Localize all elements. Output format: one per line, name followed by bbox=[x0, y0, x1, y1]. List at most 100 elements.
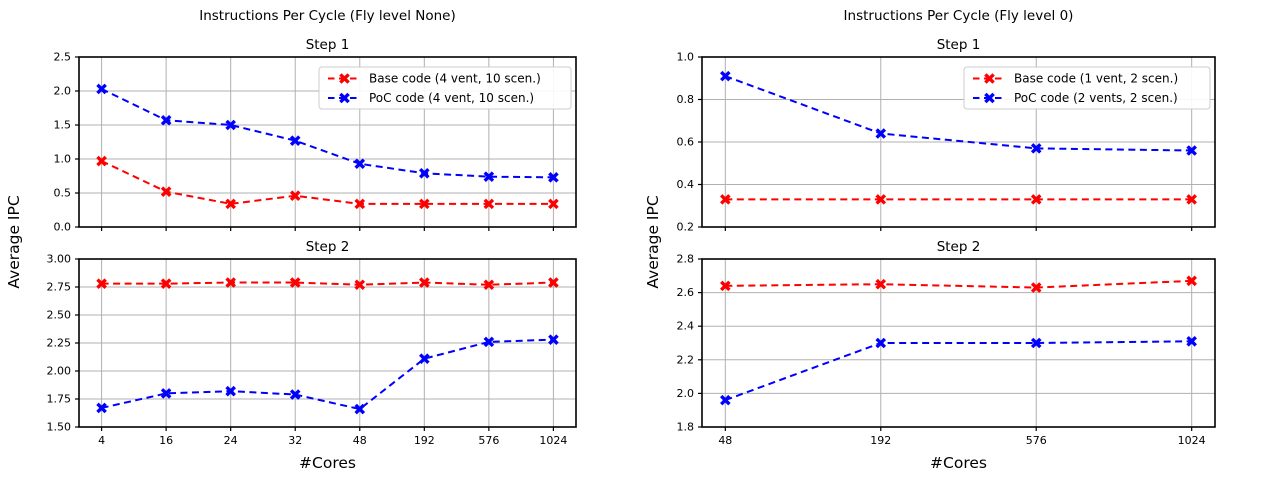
data-point-marker bbox=[1030, 282, 1042, 293]
legend-label: PoC code (4 vent, 10 scen.) bbox=[369, 91, 534, 105]
y-tick-label: 0.8 bbox=[677, 93, 695, 106]
series-line bbox=[724, 340, 1192, 402]
y-tick-label: 2.5 bbox=[54, 51, 72, 64]
legend-box bbox=[963, 66, 1211, 110]
data-point-marker bbox=[289, 135, 301, 146]
x-tick-label: 1024 bbox=[1178, 434, 1206, 447]
subplot-step-1: 0.0 0.5 1.0 1.5 2.0 2.5 Step 1 Base code (4 ven… bbox=[54, 37, 577, 234]
data-point-marker bbox=[1186, 145, 1197, 156]
data-point-marker bbox=[720, 70, 731, 82]
data-point-marker bbox=[548, 198, 559, 210]
y-tick-label: 0.5 bbox=[54, 187, 72, 200]
legend-sample-marker bbox=[339, 92, 350, 104]
data-point-marker bbox=[354, 279, 366, 291]
y-tick-label: 0.6 bbox=[677, 136, 695, 149]
data-point-marker bbox=[1186, 336, 1197, 347]
y-tick-label: 1.50 bbox=[47, 421, 72, 434]
x-tick-label: 192 bbox=[870, 434, 891, 447]
y-tick-label: 0.0 bbox=[54, 221, 72, 234]
data-point-marker bbox=[548, 277, 559, 288]
y-tick-label: 2.75 bbox=[47, 281, 72, 294]
y-tick-label: 1.0 bbox=[54, 153, 72, 166]
y-tick-label: 0.4 bbox=[677, 178, 695, 191]
data-point-marker bbox=[160, 388, 172, 399]
legend-box bbox=[318, 66, 572, 110]
x-axis-label: #Cores bbox=[930, 454, 987, 472]
y-tick-label: 2.4 bbox=[677, 320, 695, 333]
data-point-marker bbox=[548, 172, 559, 183]
data-point-marker bbox=[483, 336, 495, 348]
y-tick-label: 1.75 bbox=[47, 393, 72, 406]
legend-label: PoC code (2 vents, 2 scen.) bbox=[1014, 91, 1178, 105]
figure-fly-level-none: Instructions Per Cycle (Fly level None) A… bbox=[5, 8, 577, 472]
data-point-marker bbox=[483, 171, 495, 182]
legend-sample-marker bbox=[984, 73, 995, 84]
data-point-marker bbox=[160, 114, 172, 126]
data-point-marker bbox=[1030, 143, 1042, 154]
data-point-marker bbox=[96, 402, 107, 414]
y-tick-label: 1.0 bbox=[677, 51, 695, 64]
y-tick-label: 2.0 bbox=[677, 387, 695, 400]
series-line bbox=[724, 75, 1192, 152]
x-tick-label: 576 bbox=[1026, 434, 1047, 447]
data-point-marker bbox=[225, 277, 236, 288]
subplot-step-2: 1.50 1.75 2.00 2.25 2.50 2.75 3.00 Step 2 4 16 24 3… bbox=[47, 239, 577, 472]
y-tick-label: 2.50 bbox=[47, 309, 72, 322]
data-point-marker bbox=[289, 389, 301, 400]
x-tick-label: 16 bbox=[159, 434, 173, 447]
data-point-marker bbox=[1186, 275, 1197, 287]
data-point-marker bbox=[1030, 337, 1042, 349]
chart-fly-level-none: Instructions Per Cycle (Fly level None) A… bbox=[5, 8, 577, 472]
y-tick-label: 2.8 bbox=[677, 253, 695, 266]
figure-fly-level-0: Instructions Per Cycle (Fly level 0) Aver… bbox=[641, 0, 1281, 481]
data-point-marker bbox=[160, 278, 172, 289]
y-tick-label: 1.5 bbox=[54, 119, 72, 132]
data-point-marker bbox=[160, 186, 172, 197]
x-tick-label: 48 bbox=[718, 434, 732, 447]
data-point-marker bbox=[875, 128, 887, 139]
figure-title: Instructions Per Cycle (Fly level None) bbox=[199, 8, 456, 24]
x-tick-label: 24 bbox=[224, 434, 238, 447]
subplot-title: Step 1 bbox=[306, 37, 350, 53]
data-point-marker bbox=[720, 194, 731, 205]
data-point-marker bbox=[354, 158, 366, 170]
series-line bbox=[101, 160, 554, 205]
y-tick-label: 2.2 bbox=[677, 353, 695, 366]
data-point-marker bbox=[419, 353, 430, 364]
data-point-marker bbox=[96, 83, 107, 95]
data-point-marker bbox=[225, 119, 236, 131]
axes-box bbox=[78, 56, 577, 228]
series-line bbox=[101, 281, 554, 286]
legend-label: Base code (1 vent, 2 scen.) bbox=[1014, 72, 1178, 86]
data-point-marker bbox=[1186, 194, 1197, 205]
y-tick-label: 3.00 bbox=[47, 253, 72, 266]
data-point-marker bbox=[483, 279, 495, 291]
data-point-marker bbox=[875, 337, 887, 349]
legend-sample-marker bbox=[339, 73, 350, 84]
legend: Base code (4 vent, 10 scen.) PoC code (4 … bbox=[318, 66, 572, 110]
x-tick-label: 32 bbox=[288, 434, 302, 447]
legend: Base code (1 vent, 2 scen.) PoC code (2 v… bbox=[963, 66, 1211, 110]
subplot-title: Step 1 bbox=[937, 37, 981, 53]
chart-fly-level-0: Instructions Per Cycle (Fly level 0) Aver… bbox=[644, 8, 1216, 472]
y-tick-label: 2.0 bbox=[54, 85, 72, 98]
data-point-marker bbox=[1030, 194, 1042, 205]
x-tick-label: 48 bbox=[353, 434, 367, 447]
x-axis-label: #Cores bbox=[299, 454, 356, 472]
legend-label: Base code (4 vent, 10 scen.) bbox=[369, 72, 541, 86]
y-tick-label: 2.6 bbox=[677, 286, 695, 299]
data-point-marker bbox=[354, 403, 366, 415]
data-point-marker bbox=[875, 194, 887, 205]
data-point-marker bbox=[289, 277, 301, 288]
subplot-title: Step 2 bbox=[306, 239, 350, 255]
series-line bbox=[101, 88, 554, 179]
data-point-marker bbox=[548, 334, 559, 345]
figure-title: Instructions Per Cycle (Fly level 0) bbox=[844, 8, 1074, 24]
y-tick-label: 1.8 bbox=[677, 421, 695, 434]
data-point-marker bbox=[720, 394, 731, 406]
data-point-marker bbox=[96, 155, 107, 167]
data-point-marker bbox=[875, 278, 887, 290]
y-tick-label: 0.2 bbox=[677, 221, 695, 234]
data-point-marker bbox=[289, 190, 301, 202]
